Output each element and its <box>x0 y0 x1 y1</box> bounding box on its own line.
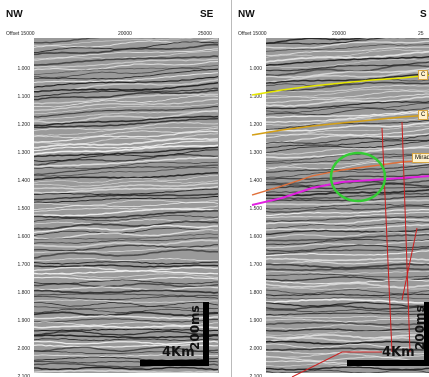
fault-line <box>401 121 411 353</box>
scale-bar <box>347 302 429 366</box>
direction-label-nw: NW <box>6 9 23 20</box>
direction-label-nw: NW <box>238 9 255 20</box>
offset-label: Offset 15000 <box>238 31 267 37</box>
time-tick-label: 1.600 <box>249 234 262 240</box>
fault-line <box>401 227 418 301</box>
time-tick-label: 1.000 <box>17 66 30 72</box>
time-tick-label: 2.100 <box>17 374 30 377</box>
time-tick-label: 1.900 <box>17 318 30 324</box>
time-tick-label: 1.400 <box>17 178 30 184</box>
scale-horizontal-label: 4Km <box>382 345 415 360</box>
time-tick-label: 1.700 <box>249 262 262 268</box>
time-tick-label: 1.300 <box>17 150 30 156</box>
scale-vertical-label: 200ms <box>413 305 427 350</box>
horizon-tag: C <box>418 110 429 120</box>
scale-horizontal-label: 4Km <box>162 345 195 360</box>
time-tick-label: 1.900 <box>249 318 262 324</box>
fault-line <box>381 127 393 353</box>
time-tick-label: 1.600 <box>17 234 30 240</box>
horizon-line <box>251 74 429 96</box>
time-tick-label: 2.000 <box>17 346 30 352</box>
time-tick-label: 1.000 <box>249 66 262 72</box>
time-tick-label: 1.200 <box>17 122 30 128</box>
highlight-circle <box>329 151 387 203</box>
seismic-panel-left: NW SE Offset 15000 20000 25000 1.000 1.10… <box>6 9 219 377</box>
time-tick-label: 1.800 <box>17 290 30 296</box>
direction-label-s: S <box>420 9 427 20</box>
seismic-section <box>266 38 429 373</box>
horizon-line <box>251 175 429 206</box>
scale-vertical-label: 200ms <box>188 305 202 350</box>
time-tick-label: 2.000 <box>249 346 262 352</box>
direction-label-se: SE <box>200 9 214 20</box>
fault-line <box>291 351 382 377</box>
time-tick-label: 1.400 <box>249 178 262 184</box>
interpretation-overlay <box>251 74 429 377</box>
time-tick-label: 1.700 <box>17 262 30 268</box>
seismic-section <box>34 38 219 373</box>
horizon-line <box>251 114 429 136</box>
time-tick-label: 1.800 <box>249 290 262 296</box>
time-tick-label: 2.100 <box>249 374 262 377</box>
offset-label: 20000 <box>332 31 346 37</box>
time-tick-label: 1.200 <box>249 122 262 128</box>
offset-label: Offset 15000 <box>6 31 35 37</box>
offset-label: 25000 <box>198 31 212 37</box>
offset-label: 25 <box>418 31 424 37</box>
offset-label: 20000 <box>118 31 132 37</box>
horizon-tag: Mirad <box>412 153 429 163</box>
time-tick-label: 1.100 <box>249 94 262 100</box>
horizon-line <box>251 159 429 196</box>
time-tick-label: 1.500 <box>17 206 30 212</box>
time-tick-label: 1.100 <box>17 94 30 100</box>
time-tick-label: 1.300 <box>249 150 262 156</box>
horizon-tag: C <box>418 70 429 80</box>
scale-bar <box>140 302 209 366</box>
seismic-panel-right: NW S Offset 15000 20000 25 1.000 1.100 1.2… <box>231 0 429 377</box>
time-tick-label: 1.500 <box>249 206 262 212</box>
